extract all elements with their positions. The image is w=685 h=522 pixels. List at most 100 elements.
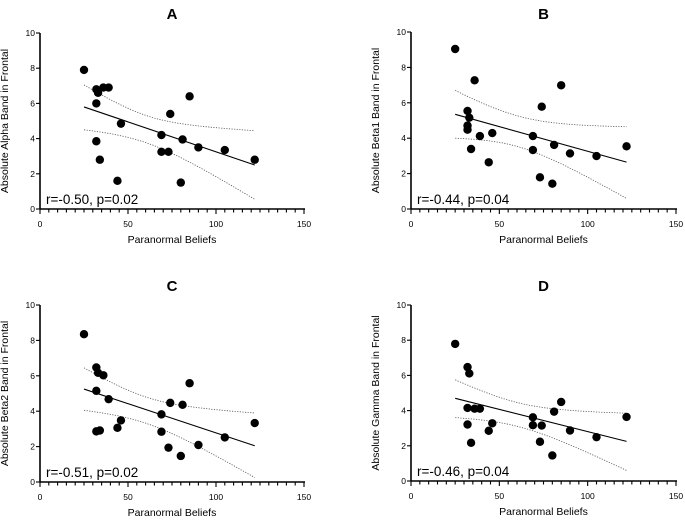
panel-d: D 0 50 100 150 0 2 4 6 8 10 Paranormal Beliefs Absol… [370, 278, 683, 518]
panel-a: A 0 50 100 150 0 2 4 6 8 10 Paranormal Beliefs Absol… [0, 6, 311, 246]
x-tick-label: 0 [38, 492, 43, 502]
data-point [157, 147, 166, 156]
data-point [528, 421, 538, 430]
y-tick-label: 2 [401, 441, 406, 451]
y-tick-label: 2 [30, 169, 35, 179]
y-tick-label: 0 [30, 204, 35, 214]
y-tick-label: 6 [401, 98, 406, 108]
y-tick-label: 0 [401, 204, 406, 214]
data-point [194, 143, 203, 152]
data-point [220, 145, 229, 155]
y-tick-label: 4 [30, 406, 35, 416]
data-point [95, 155, 105, 164]
data-point [185, 379, 194, 388]
x-axis-label: Paranormal Beliefs [499, 234, 588, 246]
data-point [113, 423, 122, 433]
data-point [592, 151, 601, 161]
data-point [537, 102, 546, 111]
data-point [549, 407, 559, 416]
y-tick-label: 8 [30, 335, 35, 345]
ci-lower-band [83, 409, 255, 478]
data-point [178, 400, 187, 410]
data-point [463, 420, 472, 429]
x-tick-label: 0 [38, 219, 43, 229]
data-point [250, 418, 259, 428]
ci-lower-band [455, 137, 627, 199]
data-point [104, 394, 113, 404]
data-point [220, 433, 229, 442]
x-tick-label: 0 [409, 219, 414, 229]
y-tick-label: 10 [397, 300, 407, 310]
y-tick-label: 6 [30, 98, 35, 108]
data-point [116, 416, 126, 425]
data-point [465, 113, 474, 122]
data-point [466, 144, 476, 154]
data-point [95, 426, 105, 435]
data-point [548, 179, 557, 188]
y-tick-label: 0 [401, 476, 406, 486]
data-point [92, 99, 101, 108]
data-point [166, 109, 175, 119]
data-point [535, 173, 545, 182]
data-point [164, 147, 173, 156]
x-tick-label: 150 [669, 491, 683, 501]
y-tick-label: 6 [401, 370, 406, 380]
data-point [466, 438, 476, 448]
data-point [535, 437, 545, 446]
data-point [463, 362, 472, 372]
data-point [166, 398, 175, 408]
ci-lower-band [455, 417, 627, 471]
data-point [157, 410, 166, 419]
data-point [157, 427, 166, 436]
y-tick-label: 10 [26, 28, 36, 38]
y-axis-label: Absolute Beta2 Band in Frontal [0, 321, 11, 466]
y-tick-label: 8 [30, 63, 35, 73]
correlation-annotation: r=-0.51, p=0.02 [46, 465, 138, 480]
x-tick-label: 100 [581, 219, 595, 229]
data-point [450, 44, 460, 54]
x-tick-label: 100 [581, 491, 595, 501]
x-axis-label: Paranormal Beliefs [499, 506, 588, 518]
data-point [116, 119, 126, 128]
data-point [450, 339, 460, 349]
data-point [488, 128, 497, 138]
panel-title: C [167, 278, 178, 295]
data-point [528, 131, 538, 141]
data-point [178, 135, 187, 144]
y-axis-label: Absolute Beta1 Band in Frontal [370, 48, 382, 193]
ci-upper-band [83, 367, 255, 414]
data-point [157, 130, 166, 140]
data-point [176, 178, 185, 187]
data-point [556, 81, 566, 90]
data-point [622, 412, 631, 422]
x-tick-label: 150 [297, 492, 311, 502]
data-point [592, 432, 601, 442]
data-point [164, 443, 173, 452]
y-tick-label: 4 [30, 134, 35, 144]
y-tick-label: 2 [401, 169, 406, 179]
data-point [565, 426, 575, 435]
data-point [470, 76, 479, 85]
data-point [463, 403, 472, 413]
regression-line [83, 106, 255, 166]
x-axis-label: Paranormal Beliefs [128, 507, 217, 519]
data-point [475, 404, 485, 413]
data-point [548, 451, 557, 460]
correlation-annotation: r=-0.44, p=0.04 [417, 192, 510, 207]
x-tick-label: 50 [123, 492, 133, 502]
ci-lower-band [83, 129, 255, 200]
data-point [475, 131, 485, 141]
data-point [104, 83, 113, 92]
x-tick-label: 150 [669, 219, 683, 229]
y-tick-label: 8 [401, 335, 406, 345]
data-point [79, 330, 89, 339]
data-point [528, 145, 538, 155]
data-point [113, 176, 122, 186]
y-tick-label: 10 [397, 27, 407, 37]
data-point [194, 440, 203, 450]
panel-title: D [538, 278, 549, 295]
data-point [528, 413, 538, 422]
x-tick-label: 0 [409, 491, 414, 501]
y-axis-label: Absolute Alpha Band in Frontal [0, 49, 11, 193]
data-point [93, 88, 103, 98]
